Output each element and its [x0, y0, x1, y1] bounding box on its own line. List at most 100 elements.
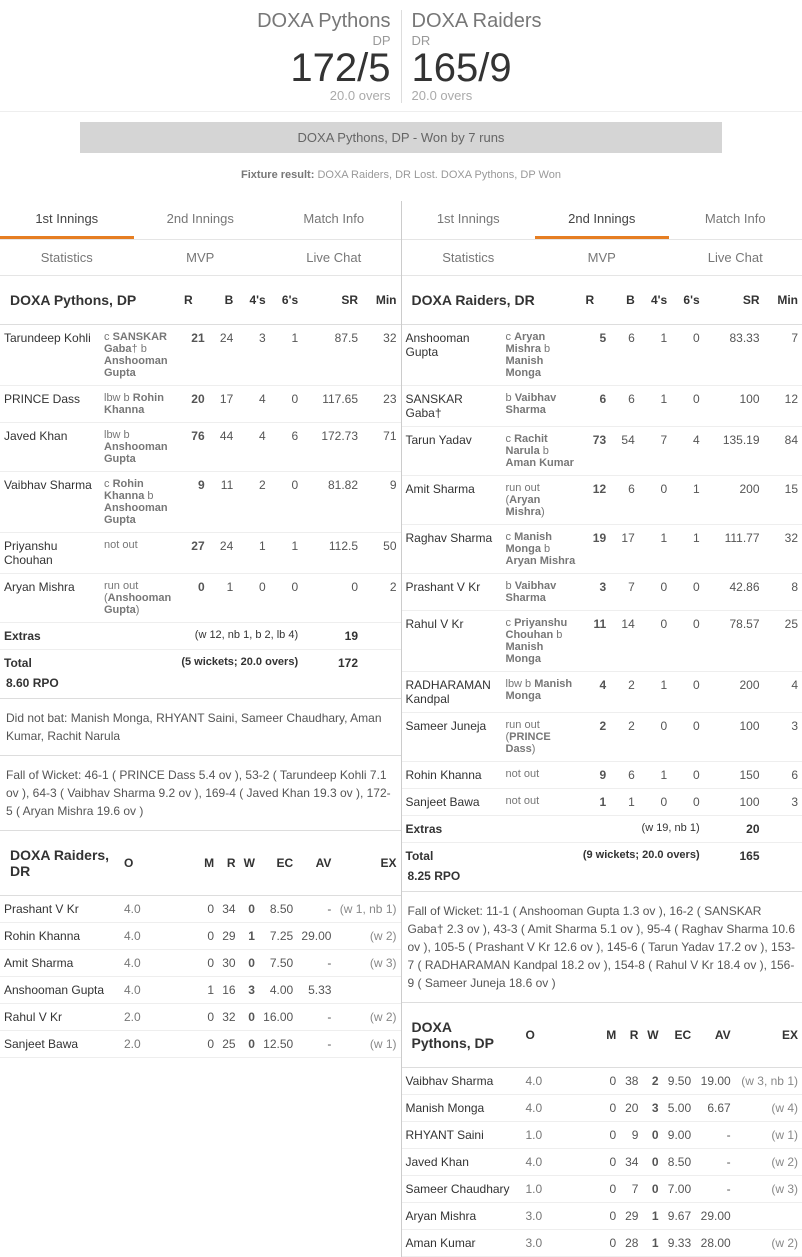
bowler-name[interactable]: Rahul V Kr — [0, 1004, 120, 1031]
batsman-row: Vaibhav Sharmac Rohin Khanna b Anshooman… — [0, 472, 401, 533]
batsman-row: Rahul V Krc Priyanshu Chouhan b Manish M… — [402, 611, 802, 672]
dismissal: lbw b Anshooman Gupta — [100, 423, 180, 472]
left-rpo: 8.60 RPO — [0, 676, 401, 699]
batsman-name[interactable]: Tarun Yadav — [402, 427, 502, 476]
bowler-row: Rohin Khanna4.002917.2529.00(w 2) — [0, 923, 401, 950]
fixture-result: Fixture result: DOXA Raiders, DR Lost. D… — [0, 163, 802, 191]
team-left: DOXA Pythons DP 172/5 20.0 overs — [0, 10, 402, 103]
dismissal: c Aryan Mishra b Manish Monga — [502, 325, 582, 386]
batsman-name[interactable]: Aryan Mishra — [0, 574, 100, 623]
bowler-name[interactable]: Prashant V Kr — [0, 896, 120, 923]
dismissal: b Vaibhav Sharma — [502, 574, 582, 611]
left-batting-table: DOXA Pythons, DP RB4's6'sSRMin Tarundeep… — [0, 276, 401, 676]
batsman-name[interactable]: Rahul V Kr — [402, 611, 502, 672]
bowler-row: RHYANT Saini1.00909.00-(w 1) — [402, 1122, 802, 1149]
team2-overs: 20.0 overs — [412, 88, 802, 103]
bowler-name[interactable]: Sameer Chaudhary — [402, 1176, 522, 1203]
bowler-name[interactable]: Amit Sharma — [0, 950, 120, 977]
right-tabs: 1st Innings 2nd Innings Match Info — [402, 201, 802, 240]
batsman-row: Tarun Yadavc Rachit Narula b Aman Kumar7… — [402, 427, 802, 476]
batsman-name[interactable]: Vaibhav Sharma — [0, 472, 100, 533]
batsman-row: Tarundeep Kohlic SANSKAR Gaba† b Anshoom… — [0, 325, 401, 386]
batsman-name[interactable]: Priyanshu Chouhan — [0, 533, 100, 574]
left-dnb: Did not bat: Manish Monga, RHYANT Saini,… — [0, 699, 401, 756]
batsman-row: RADHARAMAN Kandpallbw b Manish Monga4210… — [402, 672, 802, 713]
bowler-name[interactable]: Anshooman Gupta — [0, 977, 120, 1004]
tab-1st-innings[interactable]: 1st Innings — [0, 201, 134, 239]
batsman-row: Prashant V Krb Vaibhav Sharma370042.868 — [402, 574, 802, 611]
bowler-row: Rahul V Kr2.0032016.00-(w 2) — [0, 1004, 401, 1031]
batsman-row: Javed Khanlbw b Anshooman Gupta764446172… — [0, 423, 401, 472]
batsman-name[interactable]: Rohin Khanna — [402, 762, 502, 789]
bowler-name[interactable]: Manish Monga — [402, 1095, 522, 1122]
bowler-row: Sanjeet Bawa2.0025012.50-(w 1) — [0, 1031, 401, 1058]
left-tabs: 1st Innings 2nd Innings Match Info — [0, 201, 401, 240]
subtab-livechat-r[interactable]: Live Chat — [669, 240, 802, 275]
bowler-row: Sameer Chaudhary1.00707.00-(w 3) — [402, 1176, 802, 1203]
tab-match-info-r[interactable]: Match Info — [669, 201, 802, 239]
batsman-row: Aryan Mishrarun out (Anshooman Gupta)010… — [0, 574, 401, 623]
batsman-name[interactable]: PRINCE Dass — [0, 386, 100, 423]
bowler-row: Anshooman Gupta4.011634.005.33 — [0, 977, 401, 1004]
batsman-row: Anshooman Guptac Aryan Mishra b Manish M… — [402, 325, 802, 386]
team2-score: 165/9 — [412, 48, 802, 88]
dismissal: run out (PRINCE Dass) — [502, 713, 582, 762]
right-bat-title: DOXA Raiders, DR — [406, 282, 578, 318]
bowler-name[interactable]: RHYANT Saini — [402, 1122, 522, 1149]
batsman-name[interactable]: RADHARAMAN Kandpal — [402, 672, 502, 713]
batsman-name[interactable]: Javed Khan — [0, 423, 100, 472]
subtab-statistics[interactable]: Statistics — [0, 240, 134, 275]
batsman-name[interactable]: Tarundeep Kohli — [0, 325, 100, 386]
batsman-name[interactable]: Sameer Juneja — [402, 713, 502, 762]
bowler-row: Manish Monga4.002035.006.67(w 4) — [402, 1095, 802, 1122]
team1-overs: 20.0 overs — [0, 88, 391, 103]
dismissal: c Manish Monga b Aryan Mishra — [502, 525, 582, 574]
left-panel: 1st Innings 2nd Innings Match Info Stati… — [0, 201, 402, 1257]
bowler-row: Aman Kumar3.002819.3328.00(w 2) — [402, 1230, 802, 1257]
bowler-name[interactable]: Aman Kumar — [402, 1230, 522, 1257]
bowler-name[interactable]: Javed Khan — [402, 1149, 522, 1176]
dismissal: c Priyanshu Chouhan b Manish Monga — [502, 611, 582, 672]
team1-name: DOXA Pythons — [0, 10, 391, 33]
bowler-name[interactable]: Sanjeet Bawa — [0, 1031, 120, 1058]
batsman-row: PRINCE Dasslbw b Rohin Khanna201740117.6… — [0, 386, 401, 423]
right-bowl-title: DOXA Pythons, DP — [406, 1009, 518, 1061]
tab-1st-innings-r[interactable]: 1st Innings — [402, 201, 536, 239]
left-subtabs: Statistics MVP Live Chat — [0, 240, 401, 276]
tab-2nd-innings-r[interactable]: 2nd Innings — [535, 201, 669, 239]
subtab-mvp[interactable]: MVP — [134, 240, 268, 275]
bowler-row: Vaibhav Sharma4.003829.5019.00(w 3, nb 1… — [402, 1068, 802, 1095]
tab-2nd-innings[interactable]: 2nd Innings — [134, 201, 268, 239]
left-fow: Fall of Wicket: 46-1 ( PRINCE Dass 5.4 o… — [0, 756, 401, 831]
batsman-name[interactable]: Amit Sharma — [402, 476, 502, 525]
batsman-name[interactable]: Raghav Sharma — [402, 525, 502, 574]
team2-name: DOXA Raiders — [412, 10, 802, 33]
dismissal: not out — [502, 789, 582, 816]
batsman-row: Amit Sharmarun out (Aryan Mishra)1260120… — [402, 476, 802, 525]
right-fow: Fall of Wicket: 11-1 ( Anshooman Gupta 1… — [402, 892, 802, 1003]
subtab-mvp-r[interactable]: MVP — [535, 240, 669, 275]
left-bat-title: DOXA Pythons, DP — [4, 282, 176, 318]
batsman-name[interactable]: Prashant V Kr — [402, 574, 502, 611]
batsman-row: Sanjeet Bawanot out11001003 — [402, 789, 802, 816]
bowler-name[interactable]: Vaibhav Sharma — [402, 1068, 522, 1095]
tab-match-info[interactable]: Match Info — [267, 201, 401, 239]
dismissal: b Vaibhav Sharma — [502, 386, 582, 427]
dismissal: lbw b Manish Monga — [502, 672, 582, 713]
dismissal: lbw b Rohin Khanna — [100, 386, 180, 423]
batsman-name[interactable]: SANSKAR Gaba† — [402, 386, 502, 427]
right-bowling-table: DOXA Pythons, DP OMRWECAVEX Vaibhav Shar… — [402, 1003, 802, 1257]
right-subtabs: Statistics MVP Live Chat — [402, 240, 802, 276]
bowler-name[interactable]: Aryan Mishra — [402, 1203, 522, 1230]
batsman-name[interactable]: Anshooman Gupta — [402, 325, 502, 386]
dismissal: c Rachit Narula b Aman Kumar — [502, 427, 582, 476]
bowler-row: Aryan Mishra3.002919.6729.00 — [402, 1203, 802, 1230]
bowler-name[interactable]: Rohin Khanna — [0, 923, 120, 950]
batsman-row: Rohin Khannanot out96101506 — [402, 762, 802, 789]
dismissal: run out (Anshooman Gupta) — [100, 574, 180, 623]
dismissal: c SANSKAR Gaba† b Anshooman Gupta — [100, 325, 180, 386]
subtab-livechat[interactable]: Live Chat — [267, 240, 401, 275]
left-bowling-table: DOXA Raiders, DR OMRWECAVEX Prashant V K… — [0, 831, 401, 1058]
batsman-name[interactable]: Sanjeet Bawa — [402, 789, 502, 816]
subtab-statistics-r[interactable]: Statistics — [402, 240, 536, 275]
